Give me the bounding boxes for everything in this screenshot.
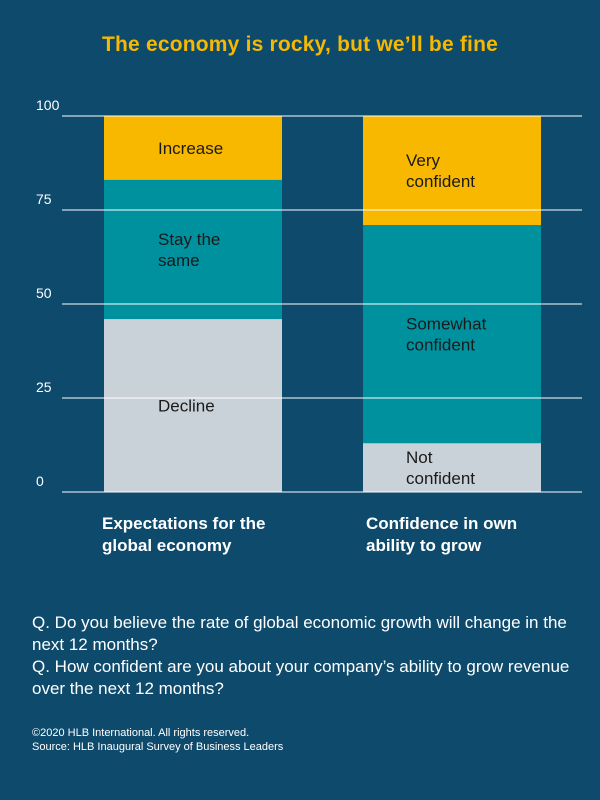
chart-title: The economy is rocky, but we’ll be fine [101, 33, 498, 56]
bar-segment-0-0 [104, 319, 282, 492]
source-text: Source: HLB Inaugural Survey of Business… [32, 741, 284, 753]
y-tick-label: 50 [36, 285, 52, 301]
category-label-expectations: Expectations for the global economy [102, 514, 266, 555]
question-2: Q. How confident are you about your comp… [32, 657, 570, 698]
bar-segment-1-0 [363, 443, 541, 492]
segment-label-1-0: Not confident [406, 448, 475, 488]
bar-segment-1-1 [363, 225, 541, 444]
y-tick-label: 0 [36, 473, 44, 489]
bar-segment-1-2 [363, 116, 541, 226]
segment-label-0-2: Increase [158, 139, 223, 158]
y-tick-label: 75 [36, 191, 52, 207]
bar-segment-0-1 [104, 179, 282, 320]
stacked-bar-chart: 100 75 50 25 0 Decline Stay the same Increase Not… [36, 97, 582, 493]
y-tick-label: 25 [36, 379, 52, 395]
y-tick-label: 100 [36, 97, 60, 113]
copyright-text: ©2020 HLB International. All rights rese… [32, 727, 250, 739]
segment-label-0-0: Decline [158, 397, 215, 416]
question-1: Q. Do you believe the rate of global eco… [32, 613, 567, 654]
segment-label-1-2: Very confident [406, 151, 475, 191]
segment-label-1-1: Somewhat confident [406, 315, 487, 355]
bar-segment-0-2 [104, 116, 282, 180]
segment-label-0-1: Stay the same [158, 230, 220, 270]
category-label-confidence: Confidence in own ability to grow [366, 514, 518, 555]
